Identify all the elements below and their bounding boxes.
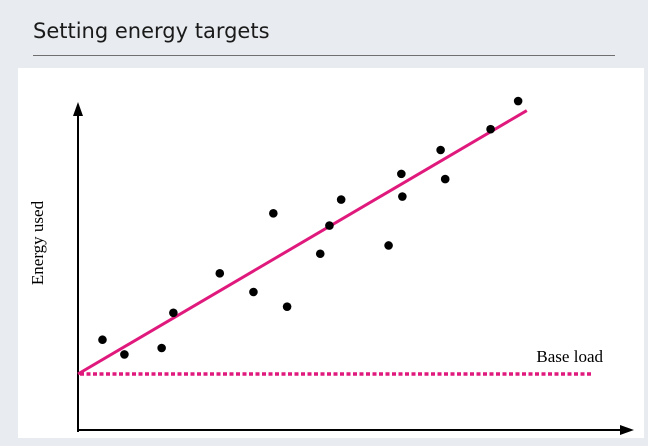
data-point-9 — [315, 249, 325, 259]
data-point-12 — [384, 241, 393, 250]
data-point-3 — [157, 343, 166, 353]
data-points — [98, 96, 523, 359]
data-point-15 — [436, 145, 445, 155]
data-point-5 — [215, 269, 225, 278]
data-point-2 — [120, 350, 129, 359]
data-point-8 — [282, 302, 292, 311]
y-axis-arrowhead — [73, 102, 83, 116]
data-point-6 — [249, 287, 258, 297]
data-point-4 — [169, 308, 178, 318]
data-point-1 — [98, 335, 107, 345]
y-axis-label: Energy used — [28, 200, 47, 285]
chart-title: Setting energy targets — [33, 19, 270, 43]
base-load-label: Base load — [536, 347, 603, 366]
data-point-7 — [269, 209, 278, 218]
data-point-17 — [486, 124, 495, 134]
data-point-14 — [398, 192, 407, 201]
trend-line — [77, 109, 528, 376]
plot-area — [18, 68, 644, 438]
data-point-13 — [397, 169, 406, 179]
data-point-18 — [513, 96, 523, 106]
title-divider — [33, 55, 615, 56]
data-point-11 — [336, 195, 346, 204]
x-axis-arrowhead — [620, 425, 634, 435]
data-point-10 — [325, 221, 334, 230]
data-point-16 — [440, 174, 450, 184]
